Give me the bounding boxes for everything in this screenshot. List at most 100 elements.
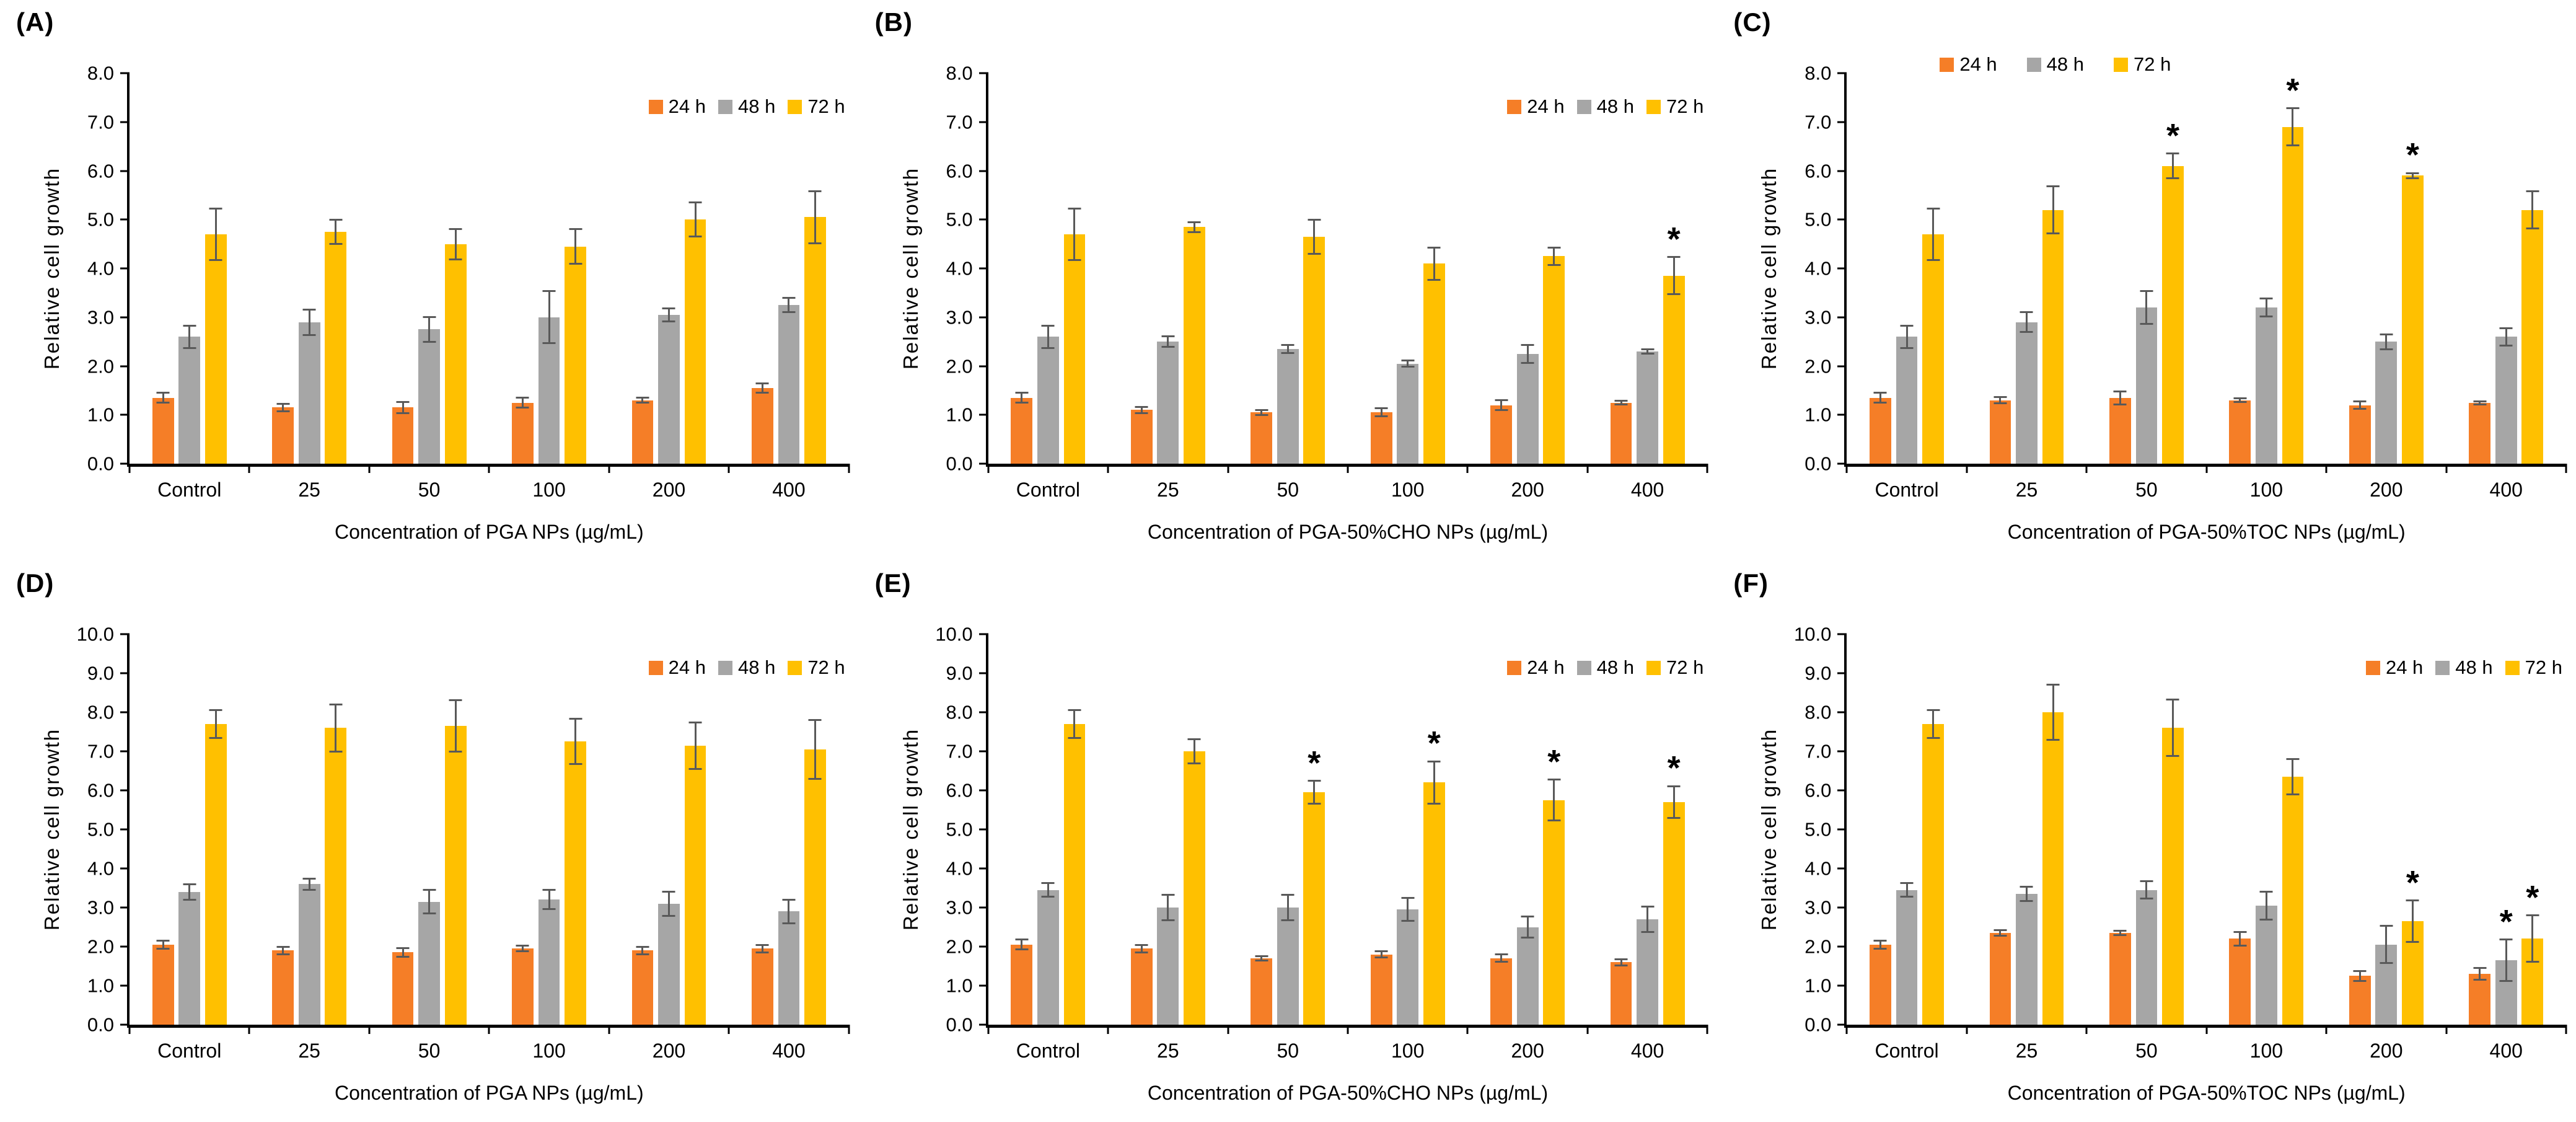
bar-48h-50 xyxy=(2135,307,2158,464)
y-tick-label: 10.0 xyxy=(1793,623,1832,645)
x-tick xyxy=(368,464,371,473)
error-bar-line xyxy=(2505,327,2507,347)
x-category-label: 25 xyxy=(1157,1040,1179,1062)
error-bar xyxy=(329,703,343,753)
legend-item-24h: 24 h xyxy=(1940,53,1997,76)
y-tick-label: 0.0 xyxy=(1805,1014,1832,1036)
bar-72h-control xyxy=(1922,234,1944,464)
error-bar-cap-top xyxy=(183,324,196,327)
x-category-label: 50 xyxy=(1277,479,1299,501)
y-tick xyxy=(120,828,130,831)
legend-swatch-icon xyxy=(718,660,732,675)
bar-72h-50 xyxy=(2162,728,2184,1025)
error-bar xyxy=(1521,915,1534,939)
error-bar-cap-bottom xyxy=(1187,762,1201,764)
error-bar xyxy=(396,947,410,958)
legend-item-72h: 72 h xyxy=(788,656,845,679)
x-tick xyxy=(987,464,990,473)
legend-label: 24 h xyxy=(1527,656,1565,678)
error-bar-cap-bottom xyxy=(808,778,822,780)
error-bar-line xyxy=(1380,950,1383,958)
error-bar xyxy=(569,228,582,265)
y-tick xyxy=(120,72,130,74)
error-bar-line xyxy=(1167,335,1169,348)
error-bar-line xyxy=(1407,360,1409,368)
y-tick xyxy=(120,218,130,221)
x-category-label: Control xyxy=(1875,479,1939,501)
error-bar-cap-top xyxy=(396,947,410,950)
legend-swatch-icon xyxy=(2435,660,2450,675)
error-bar-cap-bottom xyxy=(156,948,170,950)
error-bar xyxy=(2046,185,2060,234)
y-tick-label: 7.0 xyxy=(87,740,114,762)
legend-label: 48 h xyxy=(1596,95,1634,117)
chart-panel-E: (E) Relative cell growth 0.0 1.0 2.0 3.0 4.0 5.… xyxy=(859,561,1718,1122)
error-bar-cap-bottom xyxy=(542,908,556,911)
bar-24h-25 xyxy=(1989,932,2011,1025)
legend-swatch-icon xyxy=(1507,99,1522,114)
x-tick xyxy=(1466,1025,1469,1034)
error-bar-line xyxy=(1879,939,1881,950)
error-bar-cap-top xyxy=(1255,955,1268,957)
x-tick xyxy=(2565,1025,2567,1034)
error-bar xyxy=(2233,930,2247,947)
error-bar-line xyxy=(1906,324,1908,349)
y-tick-label: 2.0 xyxy=(946,935,973,958)
bar-24h-50 xyxy=(1251,412,1273,464)
error-bar-cap-bottom xyxy=(782,311,796,314)
bar-48h-100 xyxy=(1397,909,1419,1025)
error-bar-cap-bottom xyxy=(302,888,316,891)
error-bar-line xyxy=(2239,930,2241,947)
error-bar xyxy=(516,944,529,953)
error-bar-cap-top xyxy=(808,718,822,721)
x-tick xyxy=(248,1025,250,1034)
x-tick xyxy=(1107,464,1109,473)
bar-72h-50 xyxy=(2162,166,2184,464)
bar-72h-100 xyxy=(565,246,586,464)
error-bar-cap-bottom xyxy=(2406,940,2419,943)
bar-24h-50 xyxy=(1251,958,1273,1025)
error-bar-cap-bottom xyxy=(1281,919,1295,922)
error-bar-cap-top xyxy=(2406,172,2419,174)
legend-item-48h: 48 h xyxy=(1576,656,1634,679)
x-category-label: 400 xyxy=(1630,479,1664,501)
error-bar xyxy=(1015,392,1029,404)
error-bar xyxy=(1900,324,1914,349)
x-tick xyxy=(2325,464,2328,473)
y-tick xyxy=(978,413,988,416)
x-category-label: 200 xyxy=(652,479,686,501)
y-axis-title-text: Relative cell growth xyxy=(1757,167,1781,370)
error-bar xyxy=(1614,958,1628,966)
y-tick-label: 1.0 xyxy=(946,974,973,997)
error-bar-line xyxy=(1047,882,1049,898)
error-bar-cap-top xyxy=(156,939,170,942)
error-bar-cap-bottom xyxy=(1427,278,1441,281)
error-bar-cap-bottom xyxy=(2113,403,2127,405)
x-tick xyxy=(2565,464,2567,473)
bar-24h-50 xyxy=(2109,397,2131,464)
error-bar-line xyxy=(2292,107,2294,147)
bar-72h-200 xyxy=(684,745,706,1025)
y-tick-label: 2.0 xyxy=(87,355,114,377)
y-tick xyxy=(978,267,988,270)
error-bar xyxy=(1135,943,1148,953)
bar-72h-25 xyxy=(2042,712,2064,1025)
error-bar xyxy=(1374,407,1388,418)
error-bar xyxy=(782,898,796,925)
x-category-label: 50 xyxy=(2135,479,2158,501)
error-bar-cap-top xyxy=(1161,335,1175,337)
error-bar-cap-bottom xyxy=(2526,227,2539,229)
y-tick xyxy=(978,906,988,909)
error-bar xyxy=(2140,290,2153,325)
error-bar xyxy=(1281,893,1295,922)
category-group-control: Control xyxy=(988,73,1108,501)
error-bar-line xyxy=(788,898,790,925)
error-bar-line xyxy=(2292,758,2294,795)
bar-72h-100 xyxy=(2282,776,2304,1025)
error-bar-cap-top xyxy=(516,944,529,947)
x-category-label: 50 xyxy=(2135,1040,2158,1062)
bar-24h-100 xyxy=(2229,939,2251,1025)
error-bar-line xyxy=(2358,400,2361,410)
bar-24h-400 xyxy=(1610,402,1632,464)
x-category-label: 100 xyxy=(2249,1040,2284,1062)
